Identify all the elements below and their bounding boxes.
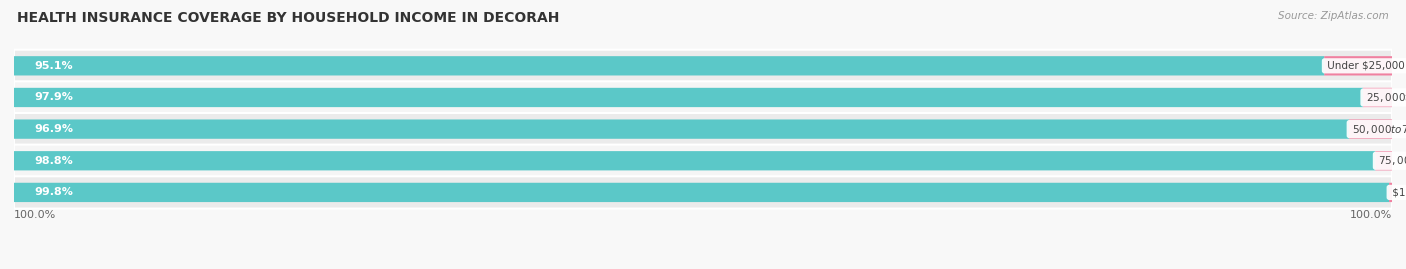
Text: 100.0%: 100.0% xyxy=(1350,210,1392,220)
FancyBboxPatch shape xyxy=(1375,151,1392,171)
Text: $75,000 to $99,999: $75,000 to $99,999 xyxy=(1375,154,1406,167)
Text: Source: ZipAtlas.com: Source: ZipAtlas.com xyxy=(1278,11,1389,21)
Text: 95.1%: 95.1% xyxy=(35,61,73,71)
FancyBboxPatch shape xyxy=(14,119,1350,139)
FancyBboxPatch shape xyxy=(1389,183,1392,202)
FancyBboxPatch shape xyxy=(14,145,1392,177)
FancyBboxPatch shape xyxy=(14,50,1392,82)
FancyBboxPatch shape xyxy=(14,183,1389,202)
Text: $100,000 and over: $100,000 and over xyxy=(1389,187,1406,197)
Text: 98.8%: 98.8% xyxy=(35,156,73,166)
FancyBboxPatch shape xyxy=(14,81,1392,114)
Text: Under $25,000: Under $25,000 xyxy=(1324,61,1406,71)
FancyBboxPatch shape xyxy=(14,56,1324,76)
FancyBboxPatch shape xyxy=(1350,119,1392,139)
Text: 97.9%: 97.9% xyxy=(35,93,73,102)
Text: 96.9%: 96.9% xyxy=(35,124,73,134)
FancyBboxPatch shape xyxy=(14,151,1375,171)
Text: 99.8%: 99.8% xyxy=(35,187,73,197)
Text: 100.0%: 100.0% xyxy=(14,210,56,220)
Text: $25,000 to $49,999: $25,000 to $49,999 xyxy=(1362,91,1406,104)
Text: $50,000 to $74,999: $50,000 to $74,999 xyxy=(1350,123,1406,136)
FancyBboxPatch shape xyxy=(1324,56,1392,76)
FancyBboxPatch shape xyxy=(14,88,1362,107)
FancyBboxPatch shape xyxy=(14,176,1392,208)
FancyBboxPatch shape xyxy=(14,113,1392,145)
Text: HEALTH INSURANCE COVERAGE BY HOUSEHOLD INCOME IN DECORAH: HEALTH INSURANCE COVERAGE BY HOUSEHOLD I… xyxy=(17,11,560,25)
FancyBboxPatch shape xyxy=(1362,88,1392,107)
